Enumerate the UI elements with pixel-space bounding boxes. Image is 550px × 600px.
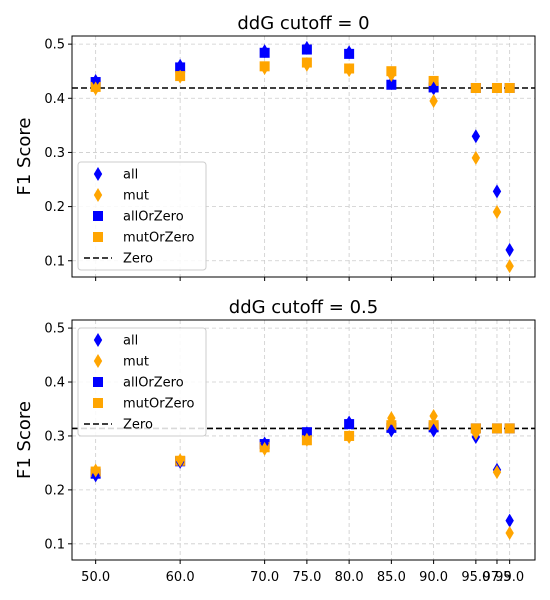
chart-panel-2: 0.1 0.2 0.3 0.4 0.5 50.0 60.0 70.0 75.0 80.0 85.0 9… (14, 297, 536, 585)
data-point-mut (492, 205, 502, 220)
x-tick-label: 95.0 (461, 570, 490, 585)
legend-label: mut (123, 355, 149, 370)
data-point-mutOrZero (491, 82, 502, 93)
y-tick-label: 0.3 (44, 429, 65, 444)
data-point-all (344, 415, 354, 430)
x-tick-label: 70.0 (250, 570, 279, 585)
data-point-mutOrZero (504, 82, 515, 93)
data-point-all (505, 242, 514, 257)
data-point-mut (492, 465, 502, 480)
y-tick-label: 0.2 (44, 200, 65, 215)
legend-marker-mutOrZero (93, 232, 103, 242)
data-point-all (91, 73, 100, 88)
legend-label: Zero (123, 418, 153, 433)
data-point-all (471, 129, 481, 144)
chart-panel-1: 0.1 0.2 0.3 0.4 0.5 ddG cutoff = 0 F1 Score all… (14, 13, 536, 281)
legend-label: mutOrZero (123, 397, 195, 412)
legend-label: all (123, 334, 138, 349)
legend-marker-mut (93, 188, 103, 202)
y-tick-label: 0.5 (44, 38, 65, 53)
data-point-mut (387, 411, 396, 426)
data-point-all (302, 40, 312, 55)
x-tick-label: 85.0 (377, 570, 406, 585)
data-point-mut (471, 150, 481, 165)
legend: all mut allOrZero mutOrZero Zero (77, 327, 207, 437)
legend-marker-all (93, 333, 103, 347)
data-point-mut (344, 63, 354, 78)
legend-box (77, 327, 207, 437)
data-point-mut (175, 69, 185, 84)
legend-marker-mutOrZero (93, 398, 103, 408)
y-axis-label: F1 Score (14, 118, 35, 196)
y-tick-label: 0.4 (44, 376, 65, 391)
legend-label: mutOrZero (123, 231, 195, 246)
plot-frame (71, 35, 536, 278)
data-point-all (387, 423, 396, 438)
legend-label: mut (123, 189, 149, 204)
y-tick-label: 0.2 (44, 483, 65, 498)
x-tick-label: 60.0 (166, 570, 195, 585)
data-point-mut (429, 409, 438, 423)
x-tick-label: 90.0 (419, 570, 448, 585)
legend-label: Zero (123, 252, 153, 267)
data-point-mut (429, 93, 438, 108)
legend-marker-all (93, 167, 103, 181)
data-point-all (260, 44, 269, 59)
chart-title: ddG cutoff = 0 (237, 13, 369, 34)
legend-label: allOrZero (123, 376, 184, 391)
data-point-mut (505, 259, 514, 274)
x-tick-label: 99.0 (495, 570, 524, 585)
data-point-all (344, 45, 354, 60)
data-point-mutOrZero (428, 75, 439, 86)
data-point-mutOrZero (504, 423, 515, 434)
chart-title: ddG cutoff = 0.5 (229, 297, 378, 318)
x-tick-label: 75.0 (292, 570, 321, 585)
data-point-all (429, 81, 438, 96)
data-point-mut (260, 60, 269, 75)
y-tick-label: 0.4 (44, 92, 65, 107)
x-tick-label: 97.5 (483, 570, 512, 585)
data-point-mut (302, 57, 312, 72)
data-point-mutOrZero (491, 423, 502, 434)
legend-box (77, 161, 207, 271)
data-point-mutOrZero (470, 82, 481, 93)
y-tick-label: 0.1 (44, 537, 65, 552)
plot-frame (71, 319, 536, 561)
legend-label: all (123, 168, 138, 183)
legend-marker-allOrZero (93, 377, 103, 387)
data-point-mut (260, 441, 269, 456)
data-point-mut (91, 463, 100, 478)
data-point-mut (91, 81, 100, 96)
x-tick-label: 50.0 (81, 570, 110, 585)
data-point-mut (471, 426, 481, 441)
y-tick-label: 0.5 (44, 322, 65, 337)
data-point-all (505, 513, 514, 528)
data-point-all (492, 184, 502, 199)
y-tick-label: 0.3 (44, 146, 65, 161)
legend: all mut allOrZero mutOrZero Zero (77, 161, 207, 271)
data-point-mut (302, 432, 312, 447)
data-point-all (175, 58, 185, 73)
data-point-mut (387, 67, 396, 82)
y-tick-label: 0.1 (44, 254, 65, 269)
y-axis-label: F1 Score (14, 401, 35, 479)
legend-label: allOrZero (123, 210, 184, 225)
data-point-all (429, 423, 438, 438)
legend-marker-mut (93, 354, 103, 368)
data-point-mut (505, 526, 514, 541)
data-point-all (387, 76, 396, 91)
x-tick-label: 80.0 (335, 570, 364, 585)
data-point-mut (344, 430, 354, 445)
legend-marker-allOrZero (93, 211, 103, 221)
data-point-mut (175, 453, 185, 468)
